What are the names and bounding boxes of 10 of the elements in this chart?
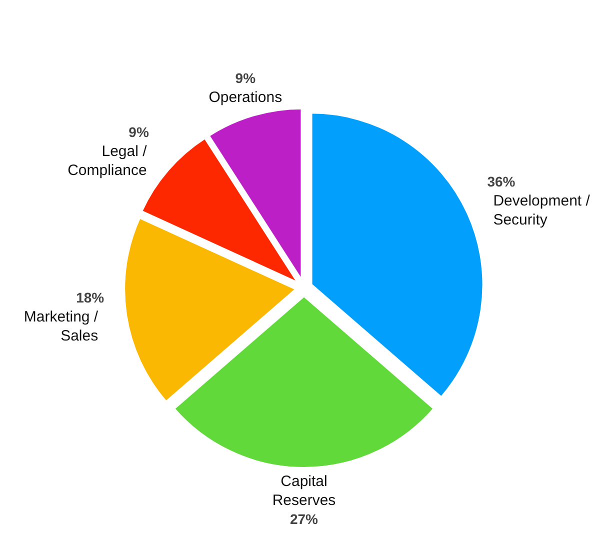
slice-label: Marketing / Sales — [24, 308, 99, 345]
slice-label: Capital Reserves — [272, 473, 336, 509]
data-label: 9% — [128, 124, 150, 140]
data-label: 27% — [290, 511, 319, 527]
data-label: 36% — [487, 174, 516, 190]
slice-label: Development / Security — [493, 192, 591, 229]
slice-label: Legal / Compliance — [68, 142, 148, 179]
data-label: 9% — [235, 70, 256, 86]
slice-label: Operations — [208, 88, 282, 106]
data-label: 18% — [76, 290, 105, 306]
